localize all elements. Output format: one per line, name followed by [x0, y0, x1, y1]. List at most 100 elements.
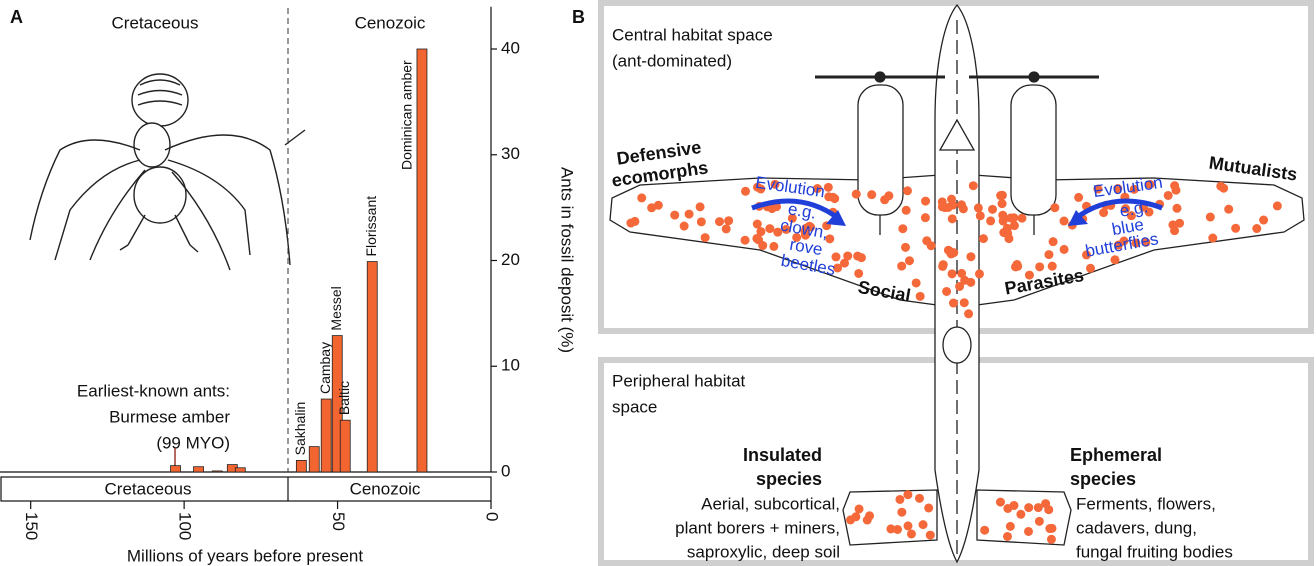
species-dot: [722, 224, 731, 233]
bar: [309, 447, 319, 472]
species-dot: [769, 242, 778, 251]
bar-label: Sakhalin: [292, 402, 308, 456]
page: A B CretaceousCenozoicCretaceousCenozo: [0, 0, 1316, 566]
species-dot: [919, 520, 928, 529]
species-dot: [1047, 535, 1056, 544]
species-dot: [926, 531, 935, 540]
annotation: Burmese amber: [109, 407, 230, 426]
species-dot: [680, 222, 689, 231]
species-dot: [988, 205, 997, 214]
species-dot: [1172, 204, 1181, 213]
bar: [171, 466, 181, 472]
species-dot: [975, 269, 984, 278]
period-label: Cretaceous: [105, 479, 192, 498]
species-dot: [948, 269, 957, 278]
species-dot: [637, 193, 646, 202]
species-dot: [626, 219, 635, 228]
x-tick-label: 50: [329, 512, 348, 531]
x-axis-title: Millions of years before present: [127, 546, 364, 565]
species-dot: [979, 234, 988, 243]
species-dot: [852, 190, 861, 199]
group-label: species: [1070, 469, 1136, 489]
species-dot: [901, 243, 910, 252]
example-text: saproxylic, deep soil: [687, 542, 840, 561]
species-dot: [948, 214, 957, 223]
species-dot: [916, 292, 925, 301]
species-dot: [697, 217, 706, 226]
species-dot: [898, 224, 907, 233]
species-dot: [1259, 216, 1268, 225]
species-dot: [942, 287, 951, 296]
species-dot: [1044, 250, 1053, 259]
y-tick-label: 0: [501, 461, 510, 480]
species-dot: [741, 236, 750, 245]
species-dot: [912, 278, 921, 287]
bar-label: Cambay: [317, 342, 333, 394]
panel-label: A: [10, 7, 23, 27]
example-text: Ferments, flowers,: [1076, 494, 1216, 513]
period-label: Cretaceous: [112, 13, 199, 32]
species-dot: [924, 503, 933, 512]
y-tick-label: 20: [501, 250, 520, 269]
period-label: Cenozoic: [350, 479, 421, 498]
species-dot: [999, 228, 1008, 237]
species-dot: [1208, 234, 1217, 243]
species-dot: [1060, 245, 1069, 254]
species-dot: [996, 191, 1005, 200]
species-dot: [1024, 503, 1033, 512]
species-dot: [903, 186, 912, 195]
species-dot: [915, 494, 924, 503]
species-dot: [1060, 217, 1069, 226]
species-dot: [998, 199, 1007, 208]
species-dot: [1016, 510, 1025, 519]
species-dot: [904, 521, 913, 530]
x-tick-label: 0: [483, 512, 502, 521]
bar: [321, 399, 331, 472]
y-axis-title: Ants in fossil deposit (%): [558, 167, 577, 353]
species-dot: [880, 195, 889, 204]
bar: [417, 49, 427, 472]
species-dot: [1206, 213, 1215, 222]
species-dot: [938, 197, 947, 206]
species-dot: [1110, 255, 1119, 264]
species-dot: [1035, 517, 1044, 526]
species-dot: [1170, 181, 1179, 190]
species-dot: [1003, 532, 1012, 541]
species-dot: [1175, 219, 1184, 228]
species-dot: [1252, 224, 1261, 233]
species-dot: [1041, 499, 1050, 508]
species-dot: [905, 256, 914, 265]
species-dot: [1099, 208, 1108, 217]
example-text: fungal fruiting bodies: [1076, 542, 1233, 561]
species-dot: [1273, 201, 1282, 210]
species-dot: [897, 508, 906, 517]
species-dot: [957, 200, 966, 209]
species-dot: [843, 251, 852, 260]
species-dot: [758, 241, 767, 250]
species-dot: [715, 217, 724, 226]
example-text: plant borers + miners,: [675, 518, 840, 537]
group-label: Mutualists: [1208, 152, 1299, 184]
example-text: Aerial, subcortical,: [701, 494, 840, 513]
species-dot: [1164, 191, 1173, 200]
annotation: (99 MYO): [156, 433, 230, 452]
region-title: Central habitat space: [612, 25, 773, 44]
species-dot: [724, 216, 733, 225]
species-dot: [1074, 193, 1083, 202]
species-dot: [966, 252, 975, 261]
group-label: Ephemeral: [1070, 445, 1162, 465]
group-label: Insulated: [743, 445, 822, 465]
species-dot: [960, 276, 969, 285]
species-dot: [921, 197, 930, 206]
species-dot: [1170, 226, 1179, 235]
y-tick-label: 30: [501, 144, 520, 163]
species-dot: [1017, 214, 1026, 223]
species-dot: [701, 233, 710, 242]
x-tick-label: 100: [176, 512, 195, 540]
species-dot: [921, 213, 930, 222]
ant-illustration: [30, 74, 305, 270]
species-dot: [902, 206, 911, 215]
species-dot: [1219, 184, 1228, 193]
species-dot: [1050, 203, 1059, 212]
species-dot: [907, 529, 916, 538]
